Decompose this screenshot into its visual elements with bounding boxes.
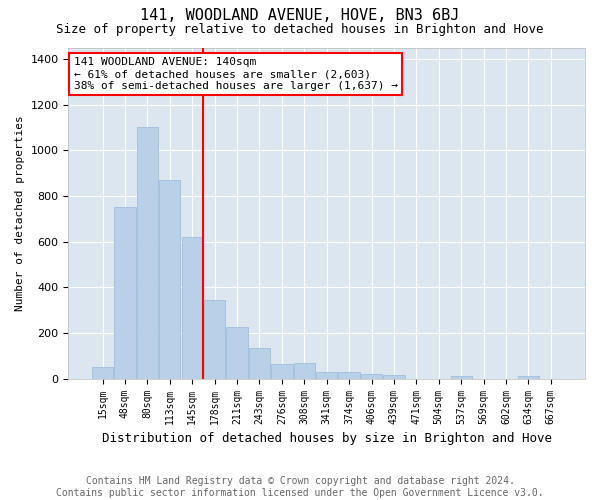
Text: Size of property relative to detached houses in Brighton and Hove: Size of property relative to detached ho…	[56, 22, 544, 36]
Bar	[383, 376, 404, 378]
Bar	[338, 372, 360, 378]
Text: 141 WOODLAND AVENUE: 140sqm
← 61% of detached houses are smaller (2,603)
38% of : 141 WOODLAND AVENUE: 140sqm ← 61% of det…	[74, 58, 398, 90]
Bar	[182, 237, 203, 378]
X-axis label: Distribution of detached houses by size in Brighton and Hove: Distribution of detached houses by size …	[102, 432, 552, 445]
Y-axis label: Number of detached properties: Number of detached properties	[15, 115, 25, 311]
Text: Contains HM Land Registry data © Crown copyright and database right 2024.
Contai: Contains HM Land Registry data © Crown c…	[56, 476, 544, 498]
Bar	[361, 374, 382, 378]
Bar	[293, 362, 315, 378]
Text: 141, WOODLAND AVENUE, HOVE, BN3 6BJ: 141, WOODLAND AVENUE, HOVE, BN3 6BJ	[140, 8, 460, 22]
Bar	[451, 376, 472, 378]
Bar	[316, 372, 337, 378]
Bar	[271, 364, 293, 378]
Bar	[115, 208, 136, 378]
Bar	[204, 300, 225, 378]
Bar	[92, 368, 113, 378]
Bar	[518, 376, 539, 378]
Bar	[249, 348, 270, 378]
Bar	[137, 128, 158, 378]
Bar	[226, 328, 248, 378]
Bar	[159, 180, 181, 378]
